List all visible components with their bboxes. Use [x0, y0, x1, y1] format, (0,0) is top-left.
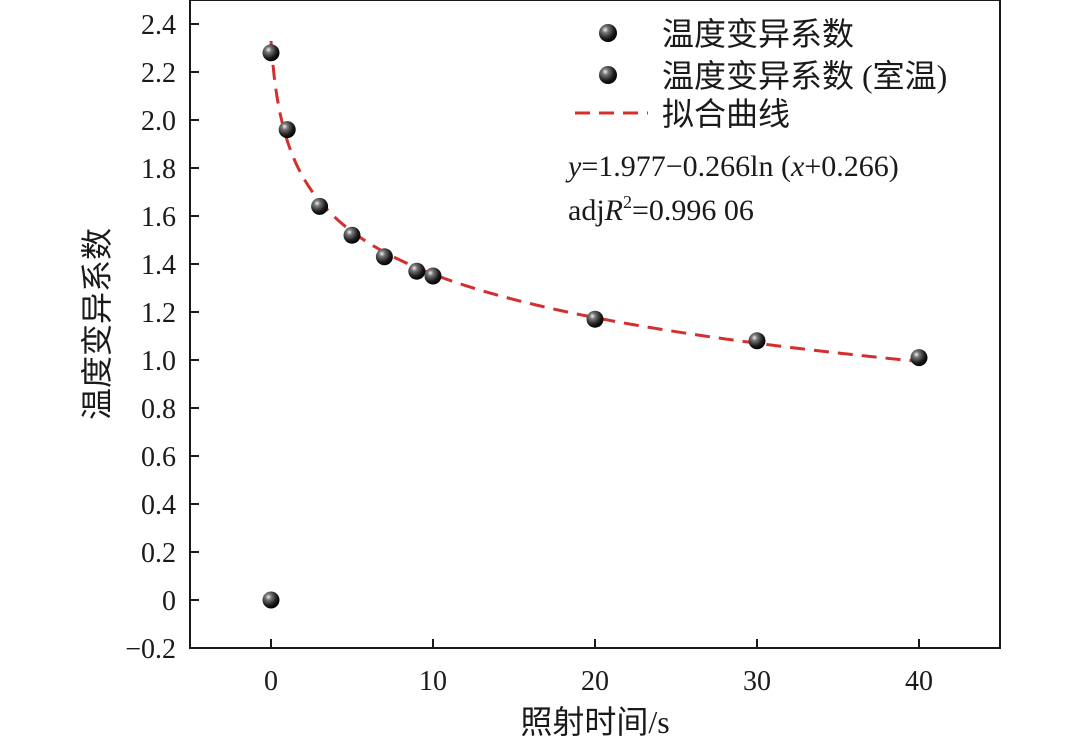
y-axis: −0.2 0 0.2 0.4 0.6 0.8 1.0 1.2 1.4 1.6 1.8 2.0 2.2 2.…: [125, 10, 199, 665]
y-tick-label: 1.6: [141, 202, 176, 233]
y-tick-label: 0: [162, 586, 176, 617]
data-point: [748, 332, 766, 350]
legend-label-series-2: 温度变异系数 (室温): [662, 58, 947, 94]
legend-marker-series-2: [599, 66, 617, 84]
y-tick-label: 0.4: [141, 490, 176, 521]
y-tick-label: 1.4: [141, 250, 176, 281]
data-point: [586, 310, 604, 328]
fit-equation: y=1.977−0.266ln (x+0.266): [565, 150, 899, 183]
y-tick-label: 0.6: [141, 442, 176, 473]
data-point: [375, 248, 393, 266]
y-tick-label: 1.0: [141, 346, 176, 377]
data-point: [278, 121, 296, 139]
data-point: [910, 349, 928, 367]
data-point-room-temp: [262, 591, 280, 609]
y-tick-label: 2.2: [141, 58, 176, 89]
legend-marker-series-1: [599, 24, 617, 42]
data-point: [408, 262, 426, 280]
x-tick-label: 0: [264, 666, 278, 697]
fit-curve: [269, 40, 920, 363]
x-tick-label: 20: [581, 666, 609, 697]
x-tick-label: 40: [905, 666, 933, 697]
x-tick-label: 10: [419, 666, 447, 697]
x-axis: 0 10 20 30 40: [264, 639, 933, 697]
y-tick-label: 0.2: [141, 538, 176, 569]
data-point: [424, 267, 442, 285]
y-tick-label: 0.8: [141, 394, 176, 425]
legend-label-series-1: 温度变异系数: [662, 16, 854, 52]
x-axis-label: 照射时间/s: [520, 704, 669, 740]
data-points: [262, 44, 928, 609]
y-tick-label: 1.2: [141, 298, 176, 329]
y-tick-label: 1.8: [141, 154, 176, 185]
x-tick-label: 30: [743, 666, 771, 697]
legend-label-fit-line: 拟合曲线: [662, 96, 790, 132]
y-tick-label: −0.2: [125, 634, 176, 665]
y-axis-label: 温度变异系数: [79, 228, 115, 420]
adj-r-squared: adjR2=0.996 06: [568, 192, 754, 227]
y-tick-label: 2.4: [141, 10, 176, 41]
data-point: [343, 226, 361, 244]
data-point: [311, 197, 329, 215]
y-tick-label: 2.0: [141, 106, 176, 137]
legend: 温度变异系数 温度变异系数 (室温) 拟合曲线: [575, 16, 947, 132]
data-point: [262, 44, 280, 62]
